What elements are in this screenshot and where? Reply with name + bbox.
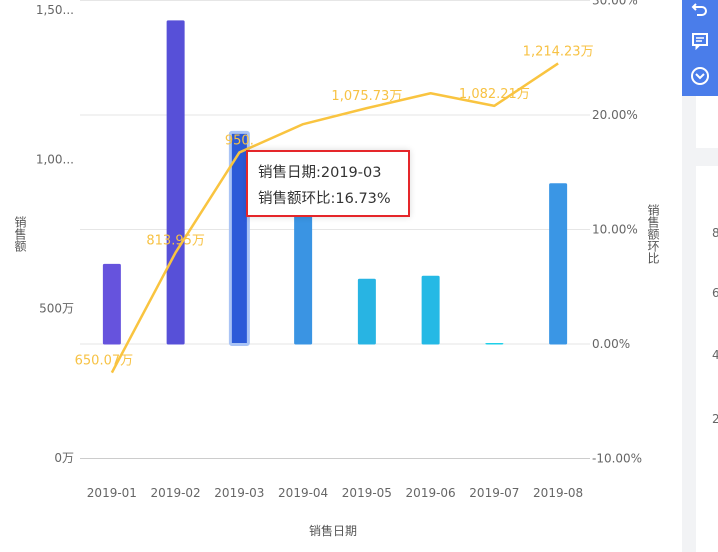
x-tick-label: 2019-07 [469, 486, 519, 500]
line-point-label: 650.07万 [75, 354, 134, 369]
x-tick-label: 2019-01 [87, 486, 137, 500]
combo-chart: 1,50... 1,00... 500万 0万 30.00% 20.00% 10.00% 0… [13, 0, 660, 538]
left-tick-label: 500万 [39, 302, 74, 316]
right-tick-label: 0.00% [592, 337, 630, 351]
x-tick-label: 2019-04 [278, 486, 328, 500]
right-tick-label: 20.00% [592, 108, 638, 122]
line-point-labels: 650.07万 813.95万 950. 1,075.73万 1,082.21万 1,21… [75, 44, 594, 368]
chevron-down-icon[interactable] [688, 66, 712, 90]
line-point-label: 1,214.23万 [523, 44, 594, 59]
left-tick-label: 0万 [54, 451, 74, 465]
chart-tooltip: 销售日期:2019-03 销售额环比:16.73% [246, 150, 410, 217]
right-panel-card [696, 166, 718, 552]
left-axis-ticks: 1,50... 1,00... 500万 0万 [36, 3, 74, 465]
line-point-label: 1,082.21万 [459, 87, 530, 102]
line-point-label: 950. [225, 133, 254, 148]
bar [485, 343, 504, 345]
bars [102, 20, 568, 346]
undo-icon[interactable] [688, 0, 712, 24]
x-axis-title: 销售日期 [309, 523, 357, 538]
line-point-label: 1,075.73万 [331, 89, 402, 104]
right-tick-label: 10.00% [592, 223, 638, 237]
x-axis-ticks: 2019-01 2019-02 2019-03 2019-04 2019-05 2019-… [87, 486, 583, 500]
grid-lines [80, 0, 590, 459]
bar [228, 130, 250, 346]
right-panel-label: 4 [712, 348, 718, 362]
line-series [110, 62, 559, 374]
side-toolbar [682, 0, 718, 96]
left-tick-label: 1,00... [36, 152, 74, 166]
right-tick-label: -10.00% [592, 452, 642, 466]
x-tick-label: 2019-02 [151, 486, 201, 500]
right-axis-title: 销售额环比 [646, 204, 660, 265]
x-tick-label: 2019-05 [342, 486, 392, 500]
comment-icon[interactable] [688, 32, 712, 56]
left-tick-label: 1,50... [36, 3, 74, 17]
right-tick-label: 30.00% [592, 0, 638, 8]
tooltip-date: 销售日期:2019-03 [258, 165, 382, 181]
tooltip-ratio: 销售额环比:16.73% [258, 191, 391, 207]
ratio-line [110, 62, 559, 374]
bar [102, 263, 121, 345]
line-point-label: 813.95万 [146, 233, 205, 248]
x-tick-label: 2019-08 [533, 486, 583, 500]
left-axis-title: 销售额 [13, 216, 27, 253]
bar [421, 275, 440, 345]
bar [357, 278, 376, 345]
bar [549, 183, 568, 345]
bar [166, 20, 185, 345]
right-panel-label: 8 [712, 226, 718, 240]
x-tick-label: 2019-06 [406, 486, 456, 500]
x-tick-label: 2019-03 [214, 486, 264, 500]
bar [294, 213, 313, 345]
right-panel-card-top [696, 96, 718, 148]
right-panel-label: 6 [712, 286, 718, 300]
right-axis-ticks: 30.00% 20.00% 10.00% 0.00% -10.00% [592, 0, 642, 466]
right-panel-label: 2 [712, 412, 718, 426]
